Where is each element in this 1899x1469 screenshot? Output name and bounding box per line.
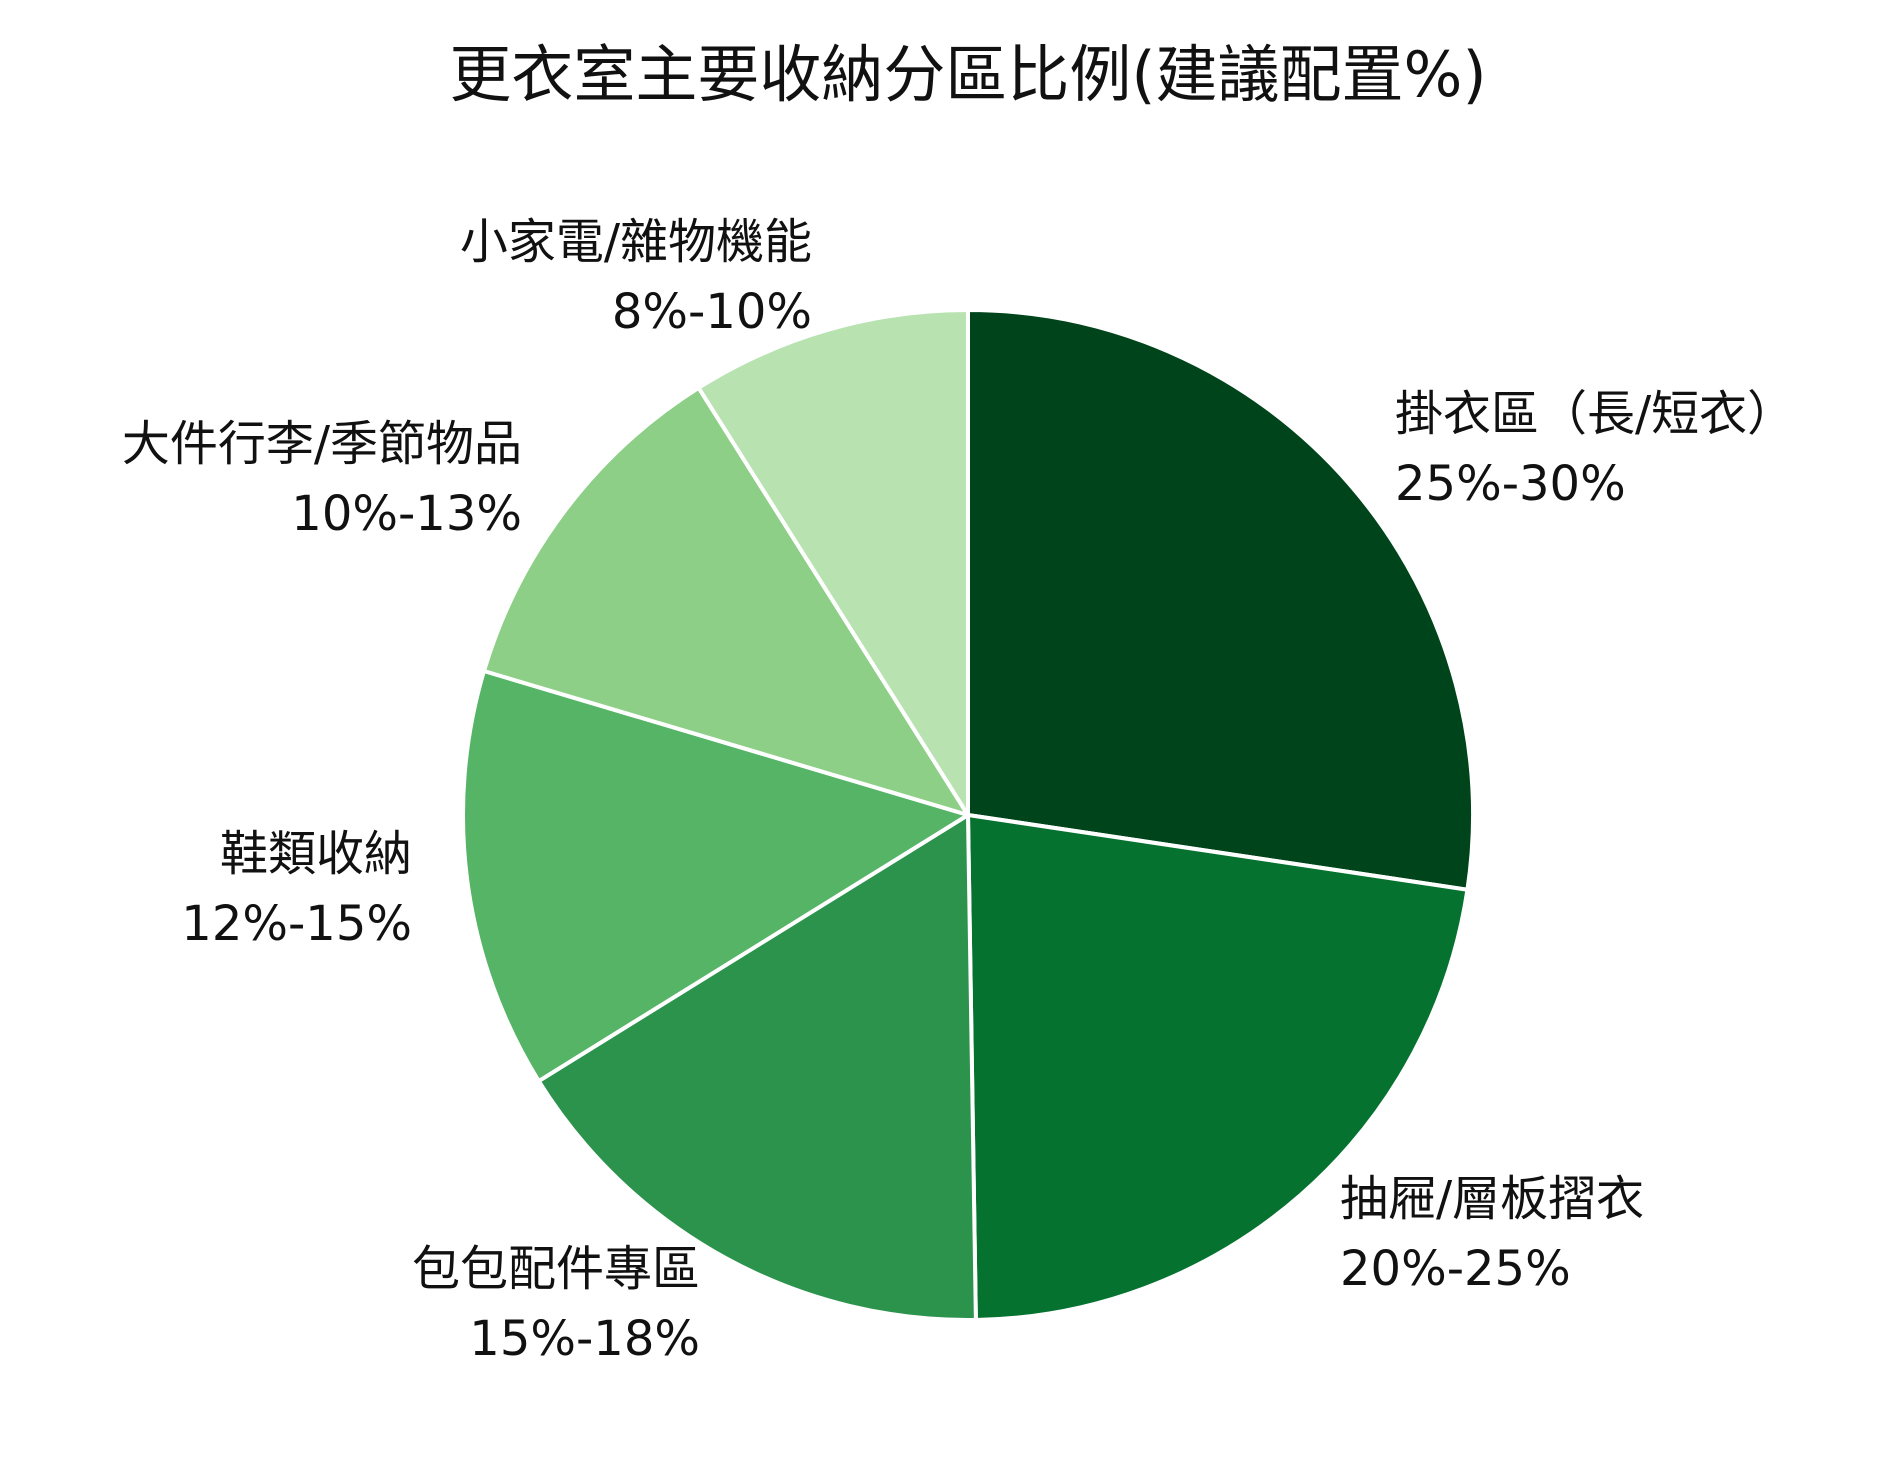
slice-labels: 掛衣區（長/短衣） 25%-30% 抽屜/層板摺衣 20%-25% 包包配件專區 15%-… <box>122 214 1795 1367</box>
pie-slice-1 <box>966 308 1475 892</box>
pie-slices <box>460 308 1475 1322</box>
slice-label-2: 抽屜/層板摺衣 <box>1340 1171 1644 1227</box>
pie-slice-3 <box>536 813 978 1322</box>
slice-range-1: 25%-30% <box>1395 456 1626 512</box>
pie-slice-4 <box>460 669 970 1084</box>
pie-slice-2 <box>966 813 1470 1322</box>
pie-slice-6 <box>696 308 970 817</box>
slice-label-4: 鞋類收納 <box>220 826 412 882</box>
slice-label-6: 小家電/雜物機能 <box>460 214 812 270</box>
slice-range-4: 12%-15% <box>181 896 412 952</box>
slice-range-3: 15%-18% <box>469 1311 700 1367</box>
slice-label-1: 掛衣區（長/短衣） <box>1395 386 1795 442</box>
pie-slice-5 <box>481 385 970 817</box>
chart-title: 更衣室主要收納分區比例(建議配置%) <box>449 38 1486 111</box>
slice-range-2: 20%-25% <box>1340 1241 1571 1297</box>
slice-range-5: 10%-13% <box>291 486 522 542</box>
slice-range-6: 8%-10% <box>612 284 812 340</box>
slice-label-5: 大件行李/季節物品 <box>122 416 522 472</box>
slice-label-3: 包包配件專區 <box>412 1241 700 1297</box>
